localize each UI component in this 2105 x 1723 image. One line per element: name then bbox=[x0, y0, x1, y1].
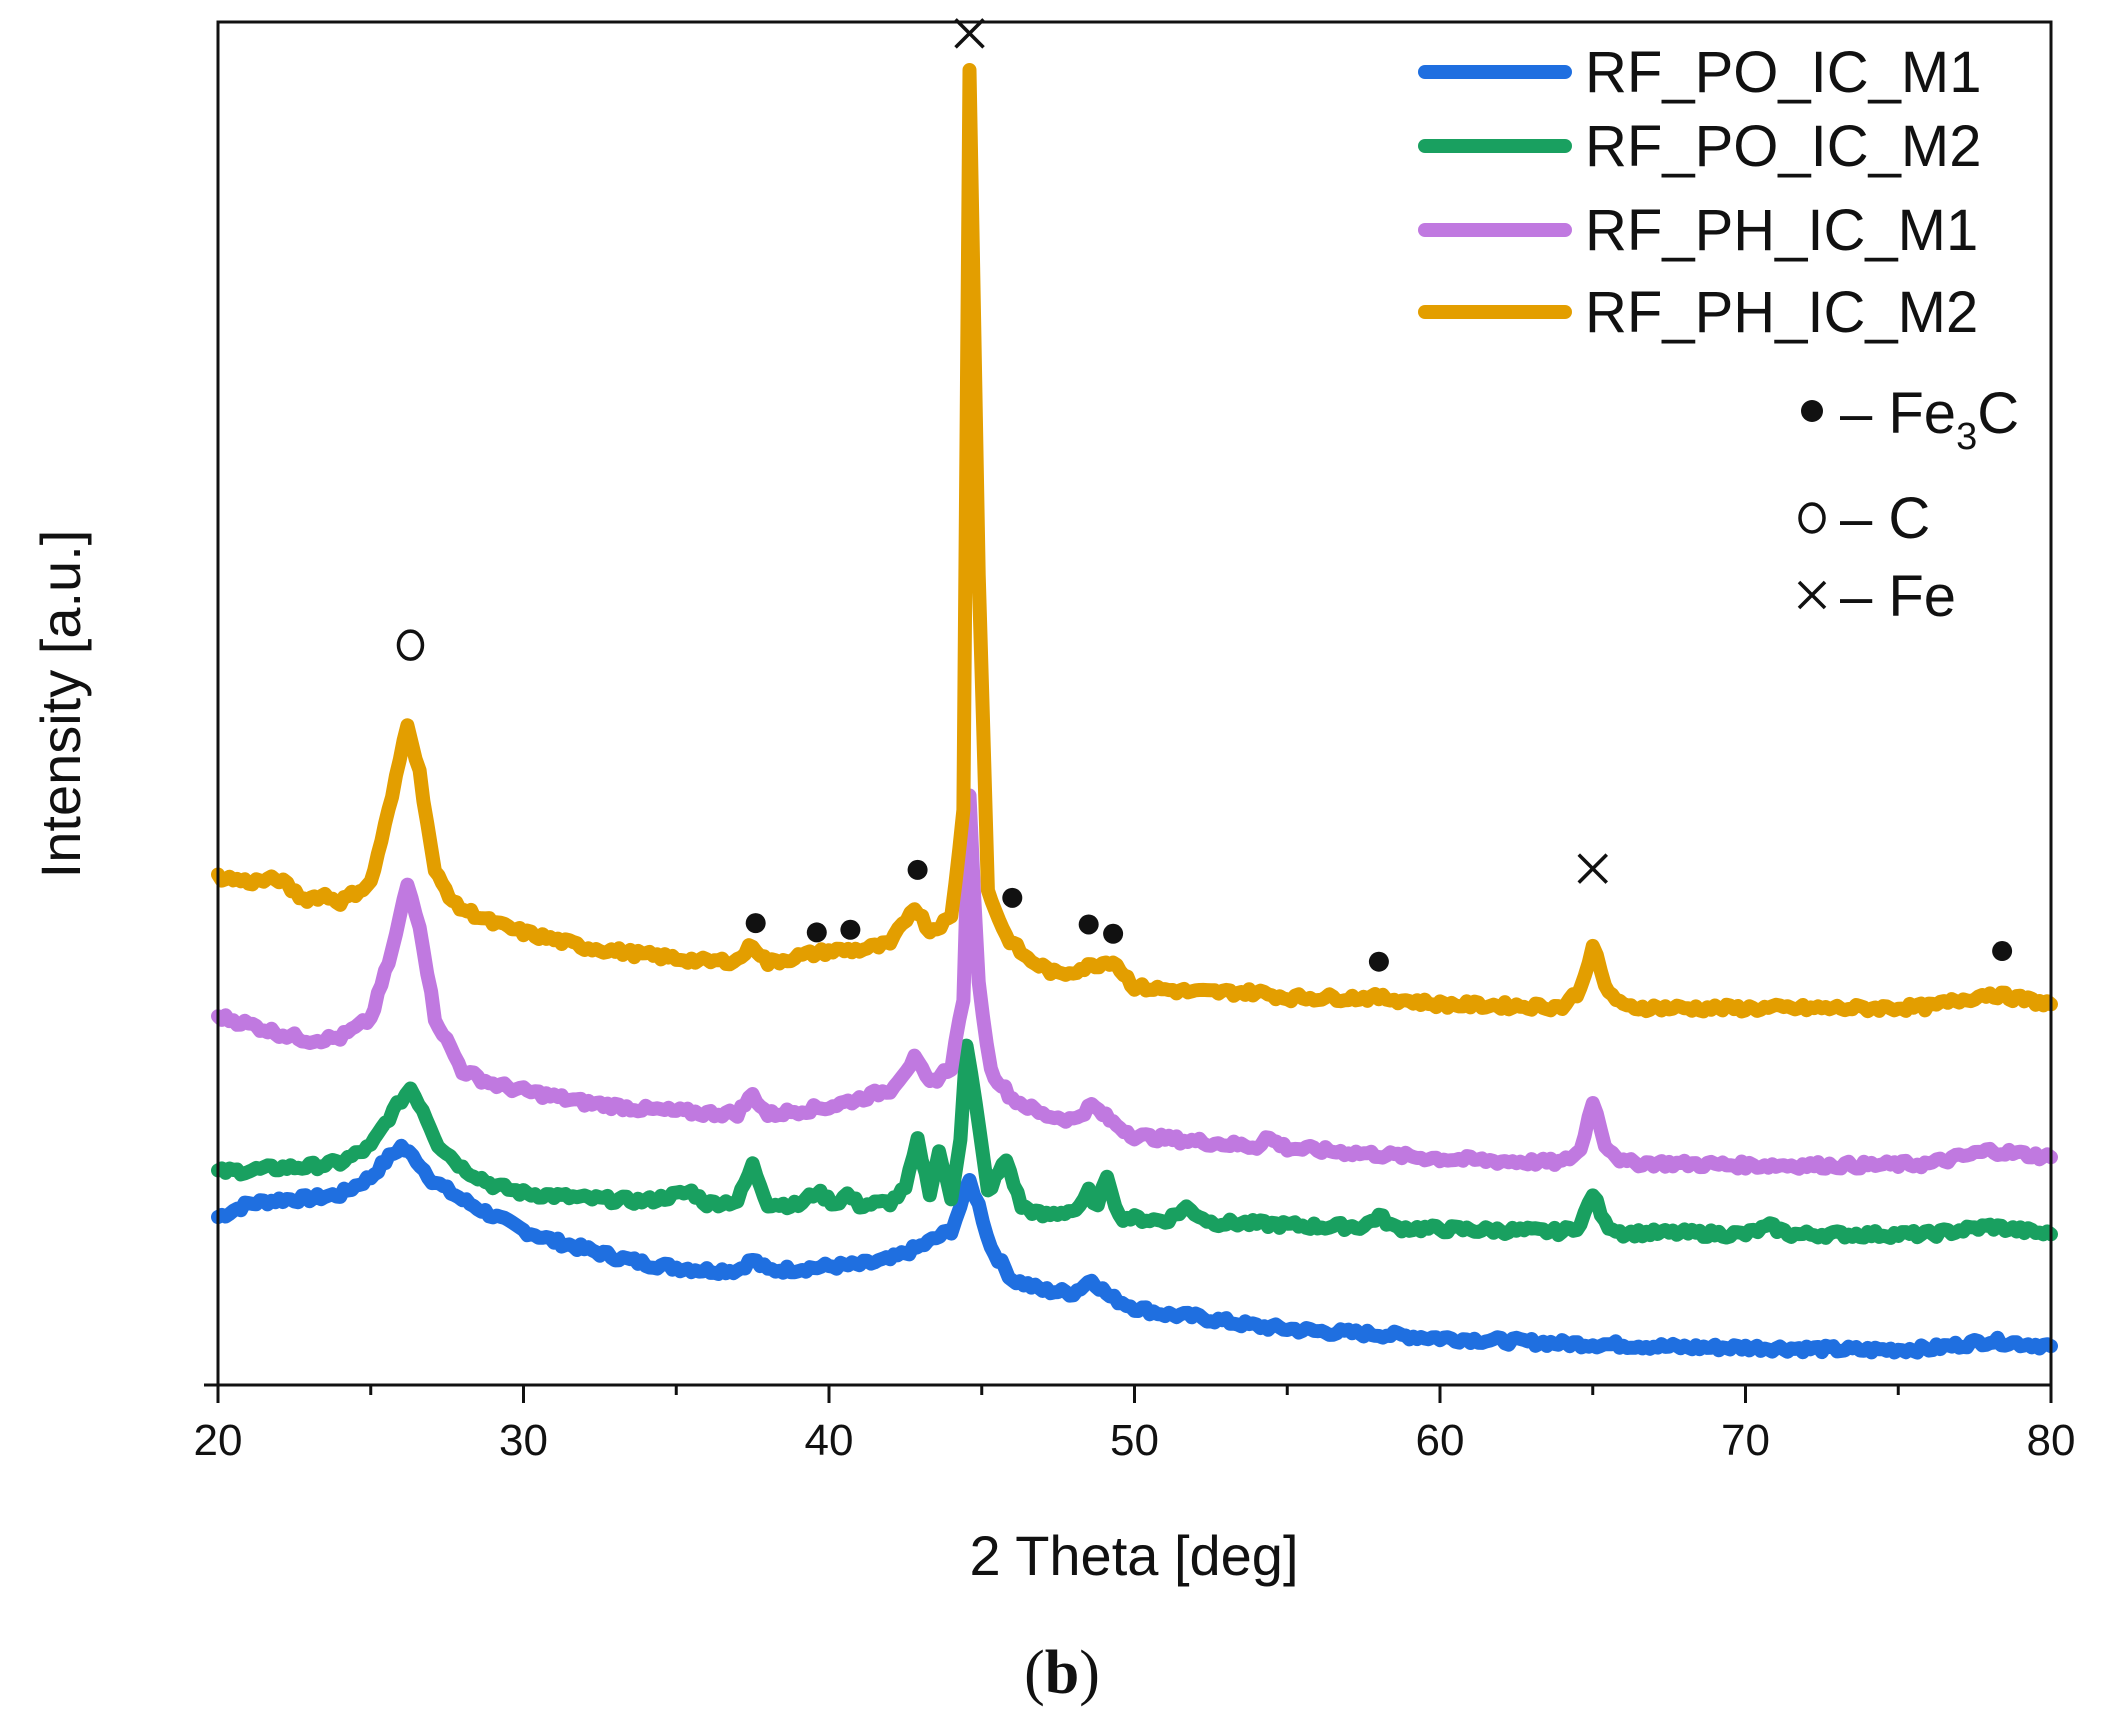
marker-legend-dash: – bbox=[1840, 564, 1888, 629]
fe-marker-stroke-b bbox=[1577, 853, 1608, 884]
fe3c-marker-2 bbox=[840, 919, 861, 940]
panel-label-close: ) bbox=[1079, 1639, 1100, 1707]
x-tick-label-50: 50 bbox=[1110, 1416, 1159, 1465]
phase-markers bbox=[396, 18, 2013, 972]
x-tick-label-60: 60 bbox=[1416, 1416, 1465, 1465]
x-tick-label-40: 40 bbox=[805, 1416, 854, 1465]
cross-stroke-b bbox=[1797, 580, 1827, 610]
marker-legend-phase: C bbox=[1888, 486, 1930, 551]
x-axis: 20 30 40 50 60 70 80 bbox=[194, 1383, 2076, 1465]
legend: RF_PO_IC_M1 RF_PO_IC_M2 RF_PH_IC_M1 RF_PH_I… bbox=[1418, 40, 1981, 345]
x-axis-title: 2 Theta [deg] bbox=[970, 1524, 1299, 1587]
marker-legend-label-2: – C bbox=[1840, 486, 1930, 551]
legend-label-1: RF_PO_IC_M1 bbox=[1585, 40, 1981, 105]
marker-legend-phase: Fe bbox=[1888, 381, 1956, 446]
panel-label-letter: b bbox=[1045, 1639, 1079, 1707]
marker-legend-label-3: – Fe bbox=[1840, 564, 1956, 629]
fe3c-marker-5 bbox=[1078, 914, 1099, 935]
legend-label-2: RF_PO_IC_M2 bbox=[1585, 114, 1981, 179]
series-line-rf-po-ic-m1 bbox=[211, 1138, 2058, 1360]
marker-legend-dot-icon bbox=[1801, 400, 1823, 422]
marker-legend-dash: – bbox=[1840, 486, 1888, 551]
fe-marker-stroke-b bbox=[954, 18, 985, 49]
marker-legend-label-1: – Fe3C bbox=[1840, 381, 2019, 458]
marker-legend-phase: Fe bbox=[1888, 564, 1956, 629]
panel-label: (b) bbox=[1024, 1639, 1100, 1707]
series-line-rf-po-ic-m2 bbox=[211, 1038, 2058, 1245]
legend-label-3: RF_PH_IC_M1 bbox=[1585, 198, 1978, 263]
fe-marker-0 bbox=[954, 18, 985, 49]
x-tick-label-30: 30 bbox=[499, 1416, 548, 1465]
marker-legend-cross-icon bbox=[1797, 580, 1827, 610]
fe3c-marker-7 bbox=[1368, 951, 1389, 972]
fe3c-marker-8 bbox=[1992, 941, 2013, 962]
marker-legend-subscript: 3 bbox=[1956, 416, 1977, 458]
marker-legend-phase-rest: C bbox=[1977, 381, 2019, 446]
y-axis-title: Intensity [a.u.] bbox=[29, 530, 92, 879]
fe-marker-1 bbox=[1577, 853, 1608, 884]
fe3c-marker-0 bbox=[745, 913, 766, 934]
marker-legend-circle-icon bbox=[1798, 502, 1826, 534]
series-layer bbox=[211, 63, 2058, 1360]
fe3c-marker-1 bbox=[806, 922, 827, 943]
x-tick-label-20: 20 bbox=[194, 1416, 243, 1465]
fe3c-marker-3 bbox=[907, 859, 928, 880]
panel-label-open: ( bbox=[1024, 1639, 1045, 1707]
series-line-rf-ph-ic-m1 bbox=[211, 788, 2058, 1176]
carbon-marker-0 bbox=[396, 629, 425, 661]
legend-label-4: RF_PH_IC_M2 bbox=[1585, 280, 1978, 345]
x-tick-label-80: 80 bbox=[2027, 1416, 2076, 1465]
fe3c-marker-6 bbox=[1103, 923, 1124, 944]
x-tick-label-70: 70 bbox=[1721, 1416, 1770, 1465]
series-line-rf-ph-ic-m2 bbox=[211, 63, 2058, 1019]
fe3c-marker-4 bbox=[1002, 887, 1023, 908]
marker-legend-dash: – bbox=[1840, 381, 1888, 446]
phase-marker-legend: – Fe3C– C– Fe bbox=[1797, 381, 2019, 629]
